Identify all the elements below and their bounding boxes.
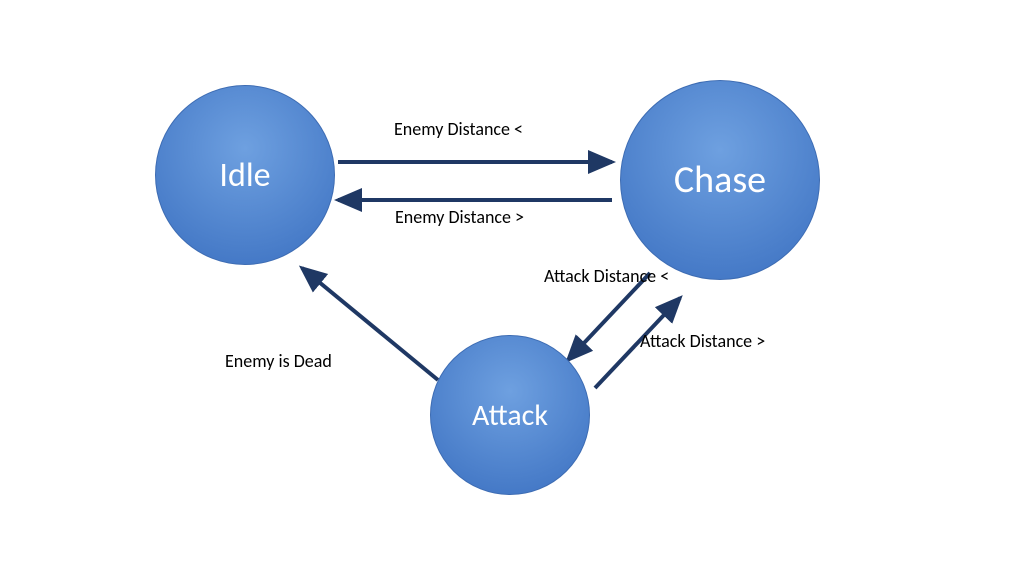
state-node-label: Chase [674, 157, 766, 203]
edge-label-chase-to-attack: Attack Distance < [544, 265, 669, 287]
state-node-label: Idle [219, 155, 270, 196]
state-node-idle: Idle [155, 85, 335, 265]
state-node-label: Attack [472, 397, 548, 434]
edge-label-attack-to-chase: Attack Distance > [640, 330, 765, 352]
edge-label-attack-to-idle: Enemy is Dead [225, 350, 332, 372]
edge-label-idle-to-chase: Enemy Distance < [394, 118, 523, 140]
state-node-chase: Chase [620, 80, 820, 280]
state-diagram: Idle Chase Attack Enemy Distance < Enemy Di… [0, 0, 1024, 576]
state-node-attack: Attack [430, 335, 590, 495]
edge-label-chase-to-idle: Enemy Distance > [395, 206, 524, 228]
